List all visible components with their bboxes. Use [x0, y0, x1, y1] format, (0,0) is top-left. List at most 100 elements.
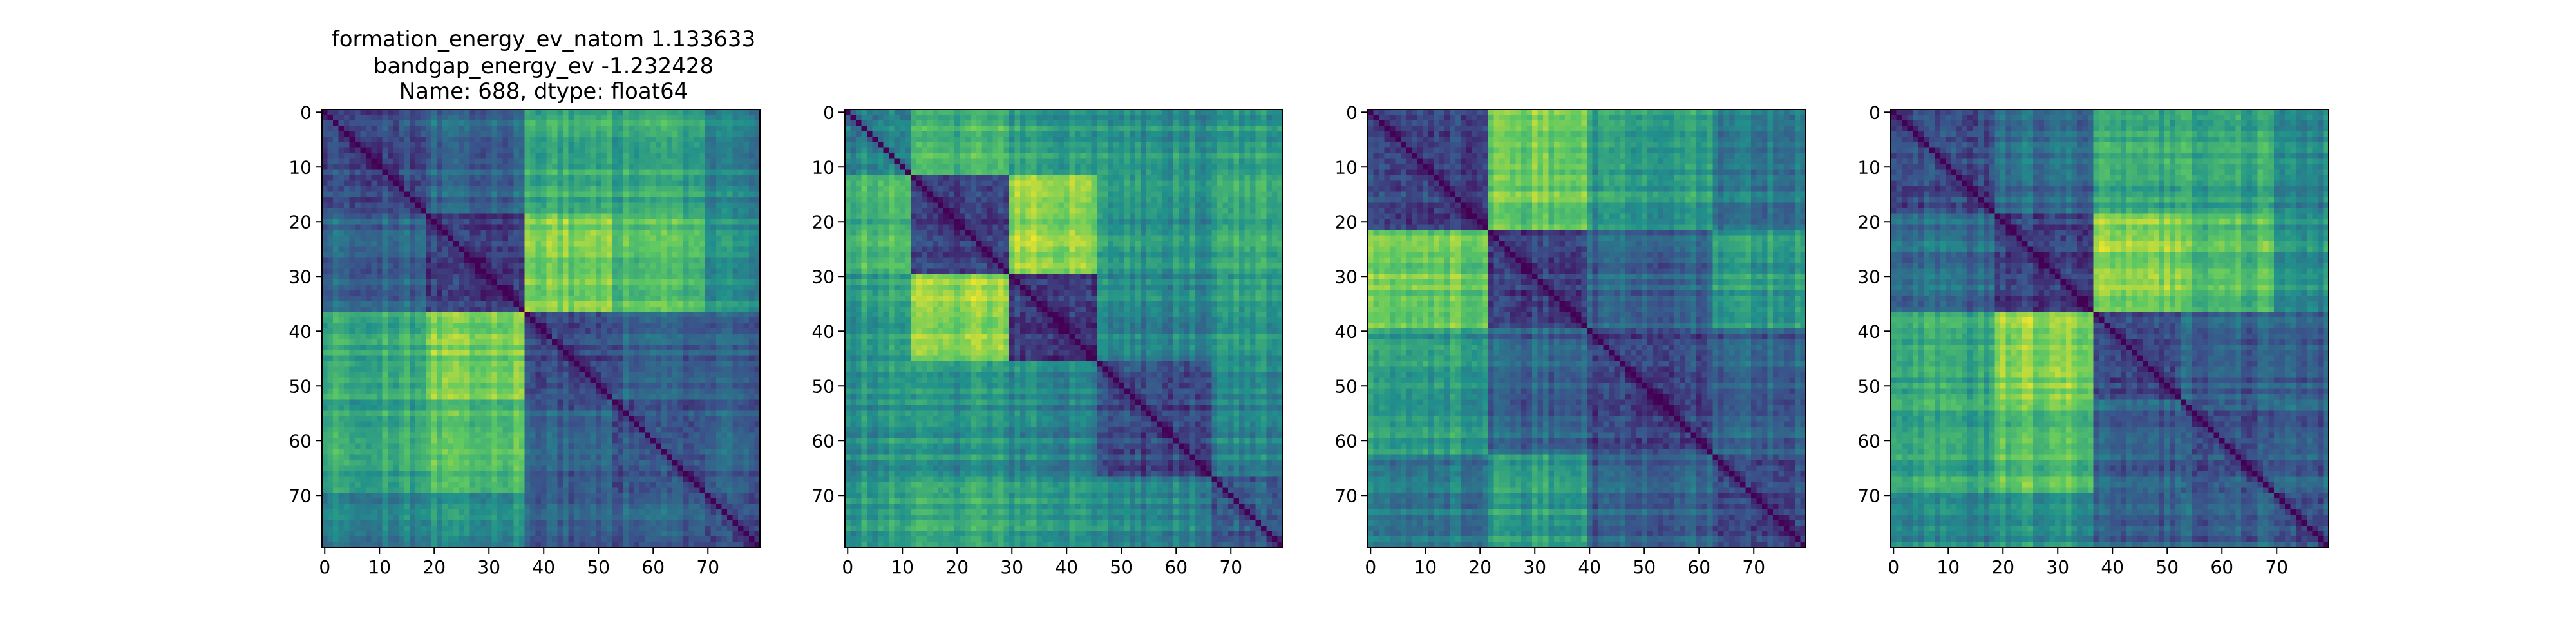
heatmap-cell	[683, 131, 690, 138]
heatmap-cell	[360, 355, 366, 362]
heatmap-cell	[459, 257, 465, 263]
heatmap-cell	[694, 197, 701, 204]
heatmap-cell	[732, 317, 739, 324]
heatmap-cell	[623, 263, 629, 269]
heatmap-cell	[491, 388, 498, 395]
heatmap-cell	[557, 334, 564, 340]
heatmap-cell	[552, 268, 558, 274]
heatmap-cell	[579, 246, 585, 252]
heatmap-cell	[634, 208, 640, 214]
heatmap-cell	[513, 416, 520, 422]
heatmap-cell	[688, 399, 695, 406]
heatmap-cell	[421, 268, 427, 274]
heatmap-cell	[623, 366, 629, 373]
heatmap-cell	[415, 372, 421, 379]
heatmap-cell	[410, 317, 416, 324]
heatmap-cell	[743, 180, 750, 187]
heatmap-cell	[721, 274, 728, 280]
heatmap-cell	[426, 246, 432, 252]
heatmap-cell	[426, 109, 432, 116]
heatmap-cell	[377, 317, 383, 324]
heatmap-cell	[486, 410, 493, 417]
heatmap-cell	[618, 235, 624, 242]
heatmap-cell	[732, 274, 739, 280]
heatmap-cell	[639, 246, 646, 252]
heatmap-cell	[415, 438, 421, 444]
heatmap-cell	[530, 279, 536, 285]
heatmap-cell	[410, 449, 416, 455]
heatmap-cell	[650, 290, 657, 296]
heatmap-cell	[421, 427, 427, 433]
heatmap-cell	[344, 328, 350, 335]
heatmap-cell	[623, 213, 629, 220]
heatmap-cell	[431, 197, 438, 204]
heatmap-cell	[710, 290, 717, 296]
heatmap-cell	[710, 208, 717, 214]
heatmap-cell	[513, 126, 520, 132]
heatmap-cell	[596, 421, 602, 428]
heatmap-cell	[672, 410, 679, 417]
heatmap-cell	[754, 219, 761, 225]
heatmap-cell	[524, 230, 531, 236]
heatmap-cell	[426, 137, 432, 143]
heatmap-cell	[535, 279, 542, 285]
heatmap-cell	[415, 317, 421, 324]
heatmap-cell	[607, 317, 613, 324]
heatmap-cell	[431, 355, 438, 362]
heatmap-cell	[475, 438, 482, 444]
heatmap-cell	[469, 449, 476, 455]
heatmap-cell	[426, 120, 432, 127]
heatmap-cell	[749, 120, 755, 127]
heatmap-cell	[629, 285, 635, 291]
heatmap-cell	[754, 285, 761, 291]
heatmap-cell	[338, 268, 345, 274]
heatmap-cell	[749, 399, 755, 406]
heatmap-cell	[568, 307, 574, 313]
heatmap-cell	[574, 219, 580, 225]
heatmap-cell	[618, 399, 624, 406]
heatmap-cell	[421, 213, 427, 220]
heatmap-cell	[530, 432, 536, 439]
heatmap-cell	[426, 388, 432, 395]
heatmap-cell	[667, 164, 673, 171]
heatmap-cell	[546, 290, 553, 296]
heatmap-cell	[491, 279, 498, 285]
heatmap-cell	[754, 432, 761, 439]
heatmap-cell	[464, 323, 471, 329]
heatmap-cell	[677, 443, 684, 450]
heatmap-cell	[355, 186, 361, 193]
heatmap-cell	[491, 323, 498, 329]
heatmap-cell	[371, 388, 377, 395]
heatmap-cell	[732, 421, 739, 428]
heatmap-cell	[645, 224, 651, 231]
heatmap-cell	[338, 388, 345, 395]
heatmap-cell	[410, 366, 416, 373]
heatmap-cell	[667, 147, 673, 154]
heatmap-cell	[393, 421, 399, 428]
heatmap-cell	[377, 399, 383, 406]
heatmap-cell	[541, 317, 547, 324]
heatmap-cell	[634, 213, 640, 220]
heatmap-cell	[530, 126, 536, 132]
heatmap-cell	[749, 405, 755, 412]
heatmap-cell	[349, 109, 355, 116]
heatmap-cell	[601, 137, 607, 143]
heatmap-cell	[399, 410, 405, 417]
heatmap-cell	[645, 137, 651, 143]
heatmap-cell	[749, 432, 755, 439]
heatmap-cell	[431, 438, 438, 444]
heatmap-cell	[415, 241, 421, 247]
heatmap-cell	[519, 279, 526, 285]
heatmap-cell	[469, 421, 476, 428]
heatmap-cell	[426, 372, 432, 379]
heatmap-cell	[502, 175, 509, 182]
heatmap-cell	[727, 307, 734, 313]
heatmap-cell	[601, 355, 607, 362]
heatmap-cell	[502, 126, 509, 132]
heatmap-cell	[579, 366, 585, 373]
heatmap-cell	[629, 339, 635, 346]
heatmap-cell	[388, 383, 394, 390]
heatmap-cell	[683, 230, 690, 236]
heatmap-cell	[727, 366, 734, 373]
heatmap-cell	[579, 186, 585, 193]
